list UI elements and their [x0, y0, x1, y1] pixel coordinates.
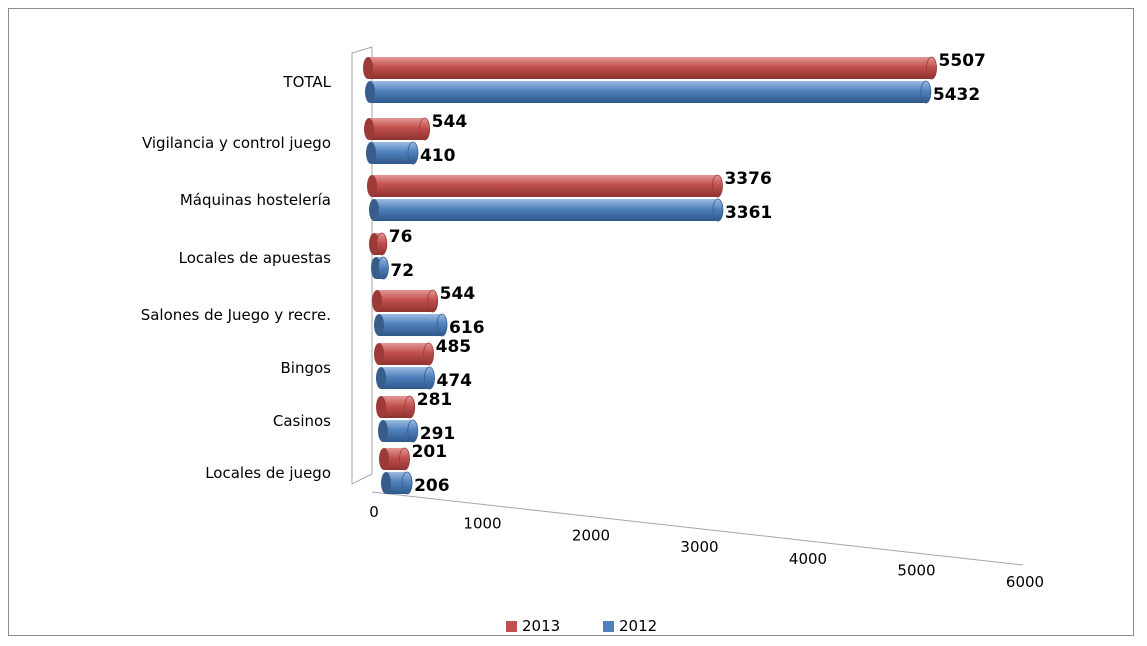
bar-salones-de-juego-y-recre-2013 — [377, 290, 433, 312]
category-label-salones-de-juego-y-recre: Salones de Juego y recre. — [141, 306, 331, 324]
data-label-casinos-2013: 281 — [417, 390, 453, 410]
data-label-salones-de-juego-y-recre-2012: 616 — [449, 318, 485, 338]
x-tick-3000: 3000 — [680, 538, 718, 556]
bar-cap-end-maquinas-hosteleria-2012 — [712, 198, 724, 222]
bar-bingos-2012 — [381, 367, 430, 389]
data-label-vigilancia-y-control-juego-2013: 544 — [432, 112, 468, 132]
legend: 2013 2012 — [506, 617, 657, 635]
bar-cap-end-locales-de-juego-2013 — [399, 447, 410, 471]
data-label-vigilancia-y-control-juego-2012: 410 — [420, 146, 456, 166]
bar-cap-start-total-2012 — [365, 81, 375, 103]
bar-cap-start-salones-de-juego-y-recre-2012 — [374, 314, 384, 336]
bar-cap-start-total-2013 — [363, 57, 373, 79]
bar-cap-start-bingos-2013 — [374, 343, 384, 365]
bar-cap-end-locales-de-apuestas-2012 — [377, 256, 389, 280]
bar-cap-start-salones-de-juego-y-recre-2013 — [372, 290, 382, 312]
bar-cap-start-vigilancia-y-control-juego-2013 — [364, 118, 374, 140]
bar-maquinas-hosteleria-2012 — [374, 199, 718, 221]
data-label-salones-de-juego-y-recre-2013: 544 — [440, 284, 476, 304]
legend-swatch-2013 — [506, 621, 517, 632]
bar-cap-end-total-2012 — [920, 80, 932, 104]
bar-cap-end-bingos-2013 — [423, 342, 435, 366]
bar-cap-end-maquinas-hosteleria-2013 — [712, 174, 723, 198]
chart-frame: 5507 5432 544 410 3376 3361 76 72 544 616 485 474 28… — [8, 8, 1134, 636]
bar-salones-de-juego-y-recre-2012 — [379, 314, 443, 336]
bar-total-2012 — [370, 81, 926, 103]
bar-cap-start-locales-de-juego-2012 — [381, 472, 391, 494]
data-label-locales-de-apuestas-2012: 72 — [390, 261, 414, 281]
bar-cap-end-vigilancia-y-control-juego-2012 — [407, 141, 419, 165]
bar-cap-start-locales-de-apuestas-2013 — [369, 233, 379, 255]
back-wall — [351, 46, 373, 485]
bar-cap-start-casinos-2012 — [378, 420, 388, 442]
bar-cap-end-bingos-2012 — [424, 366, 435, 390]
category-label-locales-de-apuestas: Locales de apuestas — [179, 249, 332, 267]
legend-swatch-2012 — [603, 621, 614, 632]
bar-bingos-2013 — [379, 343, 429, 365]
bar-cap-end-vigilancia-y-control-juego-2013 — [419, 117, 431, 141]
bar-total-2013 — [368, 57, 932, 79]
data-label-maquinas-hosteleria-2012: 3361 — [725, 203, 772, 223]
data-label-bingos-2013: 485 — [436, 337, 472, 357]
x-tick-2000: 2000 — [572, 526, 610, 544]
bar-casinos-2013 — [381, 396, 410, 418]
bar-cap-end-salones-de-juego-y-recre-2013 — [427, 289, 439, 313]
bar-cap-end-casinos-2013 — [404, 395, 416, 419]
data-label-locales-de-apuestas-2013: 76 — [389, 227, 413, 247]
data-label-total-2012: 5432 — [933, 85, 980, 105]
category-label-total: TOTAL — [282, 73, 331, 91]
bar-casinos-2012 — [383, 420, 413, 442]
category-label-locales-de-juego: Locales de juego — [205, 464, 331, 482]
category-label-vigilancia-y-control-juego: Vigilancia y control juego — [142, 134, 331, 152]
bar-cap-start-maquinas-hosteleria-2013 — [367, 175, 377, 197]
x-axis-line — [371, 491, 1024, 566]
x-tick-0: 0 — [369, 503, 379, 521]
category-label-maquinas-hosteleria: Máquinas hostelería — [180, 191, 331, 209]
category-label-casinos: Casinos — [273, 412, 331, 430]
bar-locales-de-juego-2013 — [384, 448, 405, 470]
x-tick-labels: 0 1000 2000 3000 4000 5000 6000 — [369, 503, 1044, 591]
data-label-locales-de-juego-2012: 206 — [414, 476, 450, 496]
data-label-locales-de-juego-2013: 201 — [412, 442, 448, 462]
data-label-total-2013: 5507 — [939, 51, 986, 71]
bar-locales-de-juego-2012 — [386, 472, 408, 494]
x-tick-6000: 6000 — [1006, 573, 1044, 591]
bar-cap-end-salones-de-juego-y-recre-2012 — [436, 313, 448, 337]
bar-cap-start-vigilancia-y-control-juego-2012 — [366, 142, 376, 164]
data-label-casinos-2012: 291 — [420, 424, 456, 444]
category-labels: TOTAL Vigilancia y control juego Máquinas … — [141, 73, 332, 482]
bar-cap-end-casinos-2012 — [407, 419, 419, 443]
category-label-bingos: Bingos — [281, 359, 332, 377]
bar-cap-end-locales-de-apuestas-2013 — [376, 232, 388, 256]
data-label-maquinas-hosteleria-2013: 3376 — [724, 169, 771, 189]
bar-cap-start-locales-de-juego-2013 — [379, 448, 389, 470]
bar-vigilancia-y-control-juego-2013 — [369, 118, 425, 140]
x-tick-5000: 5000 — [897, 562, 935, 580]
bar-cap-start-casinos-2013 — [376, 396, 386, 418]
bar-maquinas-hosteleria-2013 — [372, 175, 718, 197]
data-label-bingos-2012: 474 — [437, 371, 473, 391]
bar-cap-end-locales-de-juego-2012 — [401, 471, 413, 495]
bar-vigilancia-y-control-juego-2012 — [371, 142, 413, 164]
bar-cap-start-maquinas-hosteleria-2012 — [369, 199, 379, 221]
bar-cap-start-bingos-2012 — [376, 367, 386, 389]
x-tick-4000: 4000 — [789, 550, 827, 568]
bar-cap-start-locales-de-apuestas-2012 — [371, 257, 381, 279]
legend-label-2013: 2013 — [522, 617, 560, 635]
bar-cap-end-total-2013 — [926, 56, 937, 80]
x-tick-1000: 1000 — [463, 515, 501, 533]
legend-label-2012: 2012 — [619, 617, 657, 635]
